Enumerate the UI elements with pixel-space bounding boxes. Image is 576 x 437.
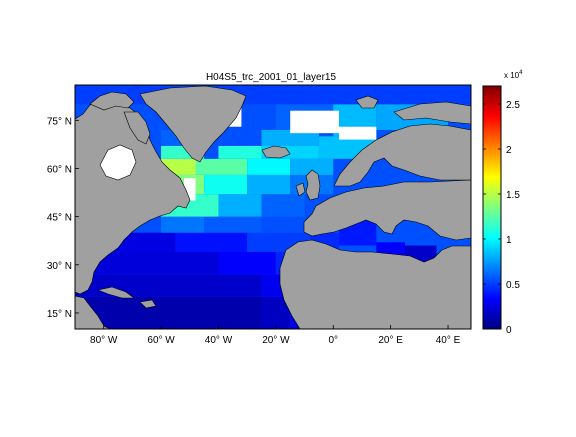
field-cell-36 [75,85,471,105]
x-tick-label: 60° W [147,335,175,346]
colorbar-tick-label: 0 [506,325,512,336]
land-cuba [96,286,135,299]
water-hudson-bay [99,144,137,181]
land-hispaniola [139,299,157,309]
land-central-america [75,295,111,329]
x-tick-label: 0° [328,335,338,346]
x-tick-label: 20° W [262,335,290,346]
x-axis-ticks: 80° W 60° W 40° W 20° W 0° 20° E 40° E [90,325,461,346]
field-cell-30 [261,129,319,146]
land-baffin-island [123,111,151,145]
colorbar-tick-label: 2.5 [506,100,520,111]
y-axis-ticks: 15° N 30° N 45° N 60° N 75° N [47,116,79,320]
land-arctic-islands [89,91,135,111]
colorbar-tick-label: 1 [506,235,512,246]
land-greenland [139,85,247,163]
land-great-britain [305,169,321,201]
chart-title: H04S5_trc_2001_01_layer15 [206,72,337,83]
field-cell-10 [175,232,248,252]
colorbar-gradient [482,85,502,330]
field-cell-23 [195,158,248,175]
colorbar-tick-label: 2 [506,145,512,156]
field-cell-7 [218,251,276,275]
colorbar-tick-label: 1.5 [506,190,520,201]
y-tick-label: 15° N [47,309,72,320]
land-svalbard [355,95,379,109]
x-tick-label: 80° W [90,335,118,346]
missing-region-0 [184,178,196,201]
land-africa [279,239,471,329]
x-tick-label: 40° E [436,335,461,346]
land-northern-russia [393,101,471,125]
field-cell-13 [204,216,262,233]
land-mask [75,85,471,329]
y-tick-label: 75° N [47,116,72,127]
x-tick-label: 40° W [205,335,233,346]
plot-frame [74,84,472,330]
land-continental-europe [303,179,471,241]
colorbar-scale-label: x 104 [504,70,523,80]
field-cell-6 [75,251,219,275]
field-cell-17 [261,194,305,217]
colorbar: 0 0.5 1 1.5 2 2.5 x 104 [482,70,523,336]
field-cell-1 [75,296,262,329]
x-tick-label: 20° E [378,335,403,346]
field-cell-27 [218,146,262,159]
missing-region-2 [290,110,339,134]
colorbar-tick-label: 0.5 [506,280,520,291]
land-scandinavia [333,123,471,187]
field-cell-24 [247,158,291,175]
y-tick-label: 60° N [47,164,72,175]
land-ireland [295,182,306,197]
field-cell-16 [218,194,262,217]
y-tick-label: 45° N [47,213,72,224]
field-cell-4 [75,274,262,297]
colorbar-ticks: 0 0.5 1 1.5 2 2.5 [483,100,520,336]
field-cell-25 [290,158,334,175]
plot-area [75,85,471,329]
field-cell-14 [261,216,311,233]
missing-region-3 [339,126,377,140]
field-cell-20 [247,174,291,195]
y-tick-label: 30° N [47,261,72,272]
field-cell-12 [161,216,205,233]
land-iceland [261,145,291,159]
field-cell-19 [204,174,248,195]
